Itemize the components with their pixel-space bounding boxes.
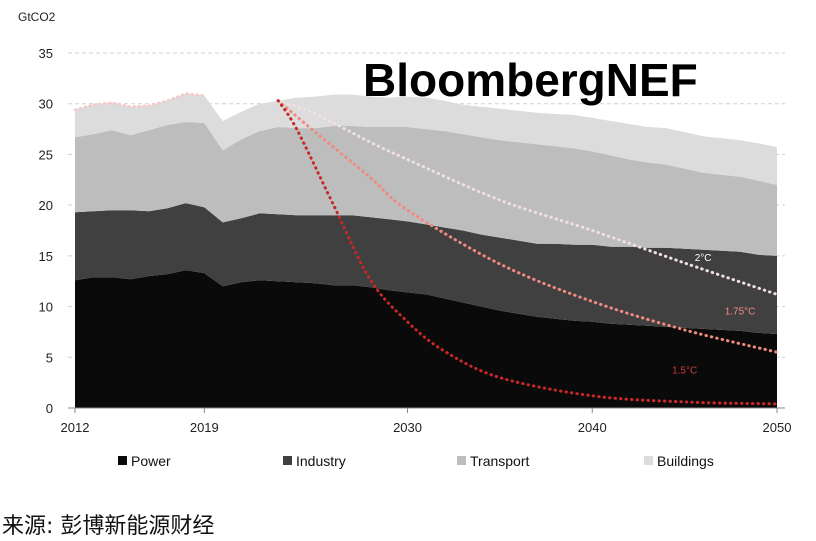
source-caption: 来源: 彭博新能源财经 bbox=[2, 514, 215, 539]
x-tick-label: 2030 bbox=[393, 420, 422, 435]
historical-total-line bbox=[73, 92, 206, 112]
legend-swatch-industry bbox=[283, 456, 292, 465]
legend-label-power: Power bbox=[131, 453, 171, 469]
legend-label-transport: Transport bbox=[470, 453, 530, 469]
area-industry bbox=[75, 203, 777, 334]
y-tick-label: 25 bbox=[39, 147, 53, 162]
y-tick-label: 20 bbox=[39, 198, 53, 213]
pathway-1-5c-label: 1.5°C bbox=[672, 366, 697, 377]
pathway-2c-label: 2°C bbox=[695, 253, 712, 264]
y-axis: 0 5 10 15 20 25 30 35 bbox=[39, 46, 53, 416]
legend-swatch-power bbox=[118, 456, 127, 465]
x-tick-label: 2019 bbox=[190, 420, 219, 435]
x-tick-label: 2050 bbox=[763, 420, 792, 435]
x-axis: 2012 2019 2030 2040 2050 bbox=[61, 407, 792, 435]
area-buildings bbox=[75, 93, 777, 185]
pathway-1-75c-line bbox=[276, 99, 779, 354]
y-tick-label: 10 bbox=[39, 300, 53, 315]
y-tick-label: 30 bbox=[39, 97, 53, 112]
legend-swatch-buildings bbox=[644, 456, 653, 465]
legend: Power Industry Transport Buildings bbox=[118, 453, 714, 469]
area-power bbox=[75, 270, 777, 408]
y-tick-label: 35 bbox=[39, 46, 53, 61]
stacked-areas bbox=[75, 93, 777, 408]
x-tick-label: 2012 bbox=[61, 420, 90, 435]
area-transport bbox=[75, 122, 777, 256]
legend-swatch-transport bbox=[457, 456, 466, 465]
bloombergnef-watermark: BloombergNEF bbox=[363, 54, 698, 106]
x-tick-label: 2040 bbox=[578, 420, 607, 435]
y-tick-label: 15 bbox=[39, 249, 53, 264]
legend-label-industry: Industry bbox=[296, 453, 346, 469]
pathway-1-75c-label: 1.75°C bbox=[725, 307, 756, 318]
pathway-lines: 2°C 1.75°C 1.5°C bbox=[73, 92, 779, 406]
pathway-2c-line bbox=[276, 99, 779, 296]
pathway-1-5c-line bbox=[276, 99, 779, 406]
y-tick-label: 5 bbox=[46, 350, 53, 365]
y-tick-label: 0 bbox=[46, 401, 53, 416]
legend-label-buildings: Buildings bbox=[657, 453, 714, 469]
y-axis-unit-label: GtCO2 bbox=[18, 10, 56, 24]
